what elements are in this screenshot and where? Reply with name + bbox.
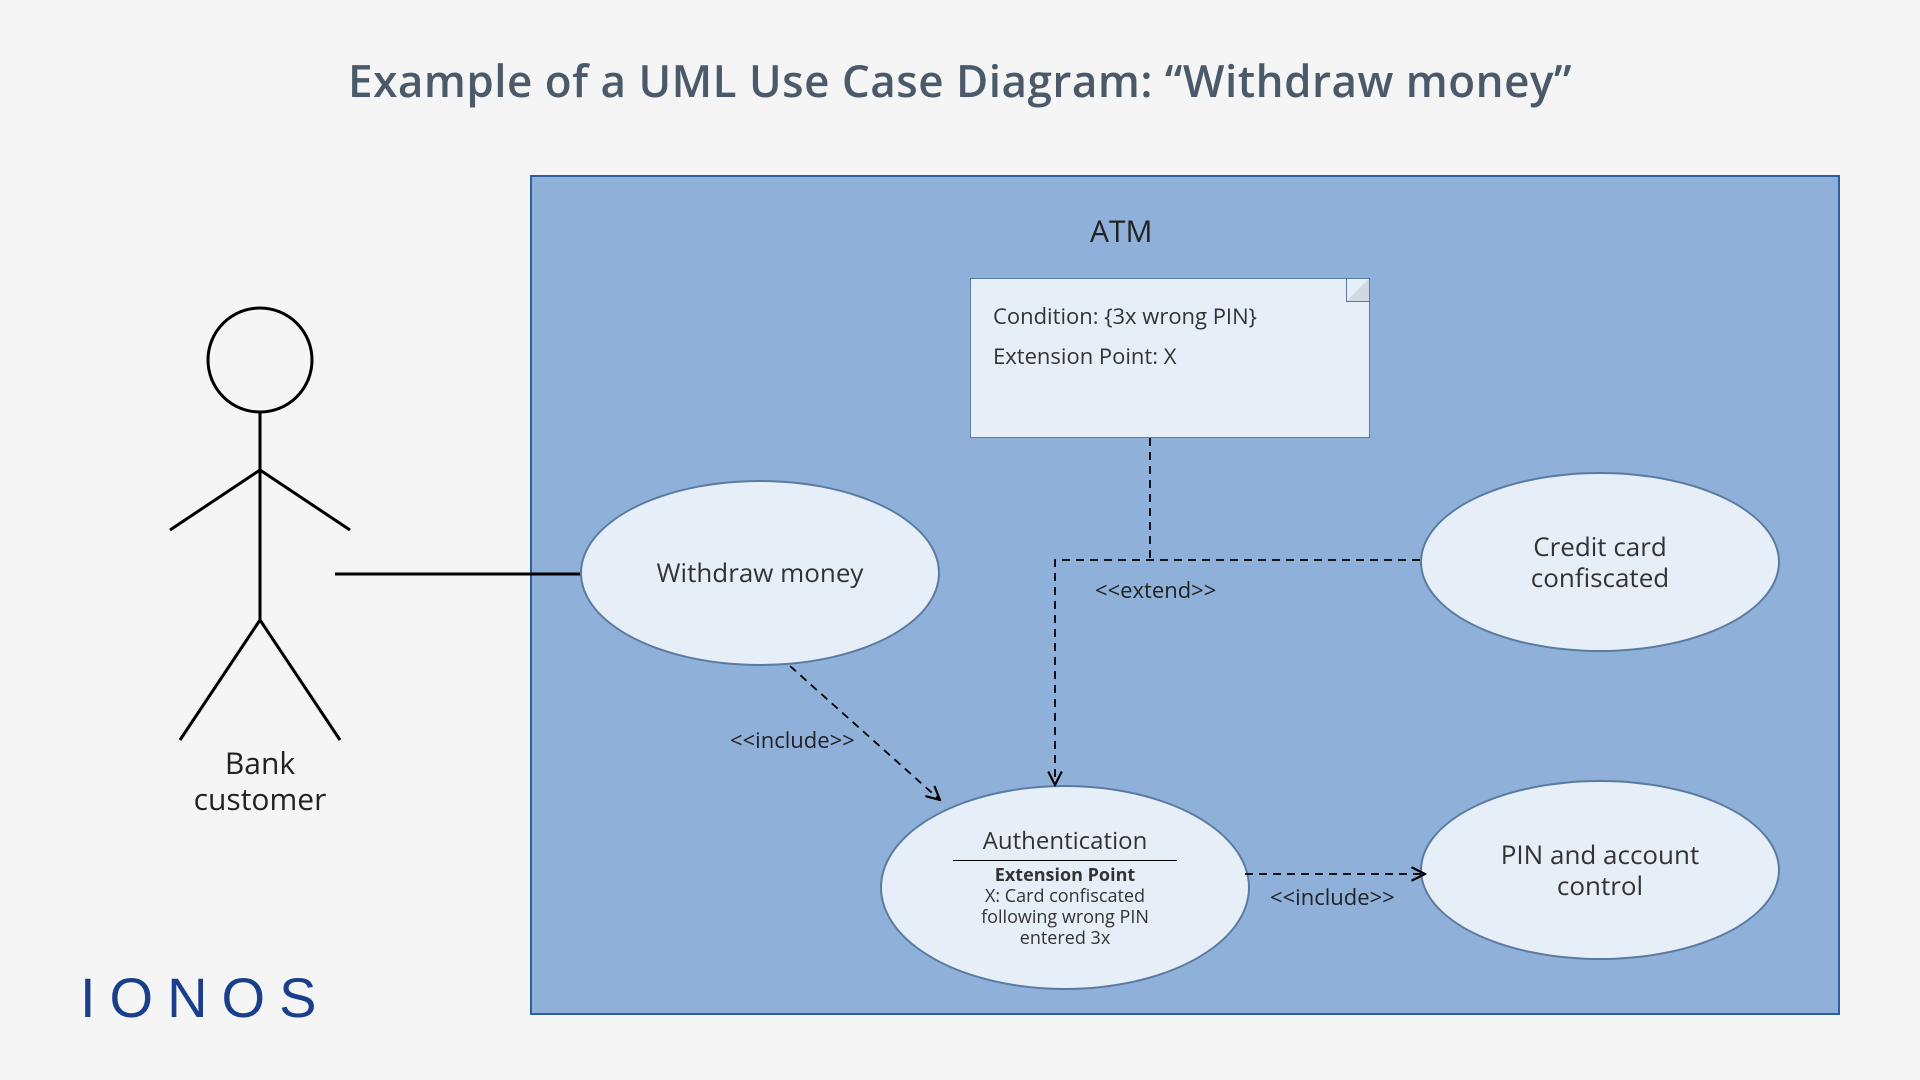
usecase-authentication: Authentication Extension Point X: Card c… — [880, 785, 1250, 990]
diagram-title: Example of a UML Use Case Diagram: “With… — [0, 50, 1920, 110]
usecase-divider — [953, 860, 1176, 861]
edge-label-include-1: <<include>> — [730, 725, 855, 755]
usecase-label: PIN and accountcontrol — [1501, 839, 1699, 901]
ionos-logo: IONOS — [80, 965, 330, 1030]
system-label: ATM — [1090, 210, 1152, 251]
diagram-canvas: Example of a UML Use Case Diagram: “With… — [0, 0, 1920, 1080]
actor-label: Bankcustomer — [160, 745, 360, 817]
note-line-2: Extension Point: X — [993, 337, 1347, 377]
usecase-auth-title: Authentication — [983, 827, 1148, 856]
usecase-pin-account-control: PIN and accountcontrol — [1420, 780, 1780, 960]
note-line-1: Condition: {3x wrong PIN} — [993, 297, 1347, 337]
usecase-label: Withdraw money — [657, 557, 864, 588]
usecase-label: Credit cardconfiscated — [1531, 531, 1669, 593]
usecase-credit-card-confiscated: Credit cardconfiscated — [1420, 472, 1780, 652]
usecase-withdraw-money: Withdraw money — [580, 480, 940, 666]
edge-label-extend: <<extend>> — [1095, 575, 1216, 605]
extension-point-heading: Extension Point — [995, 865, 1135, 887]
actor-icon — [170, 308, 350, 740]
extend-condition-note: Condition: {3x wrong PIN} Extension Poin… — [970, 278, 1370, 438]
edge-label-include-2: <<include>> — [1270, 882, 1395, 912]
extension-point-body: X: Card confiscatedfollowing wrong PINen… — [981, 886, 1149, 948]
